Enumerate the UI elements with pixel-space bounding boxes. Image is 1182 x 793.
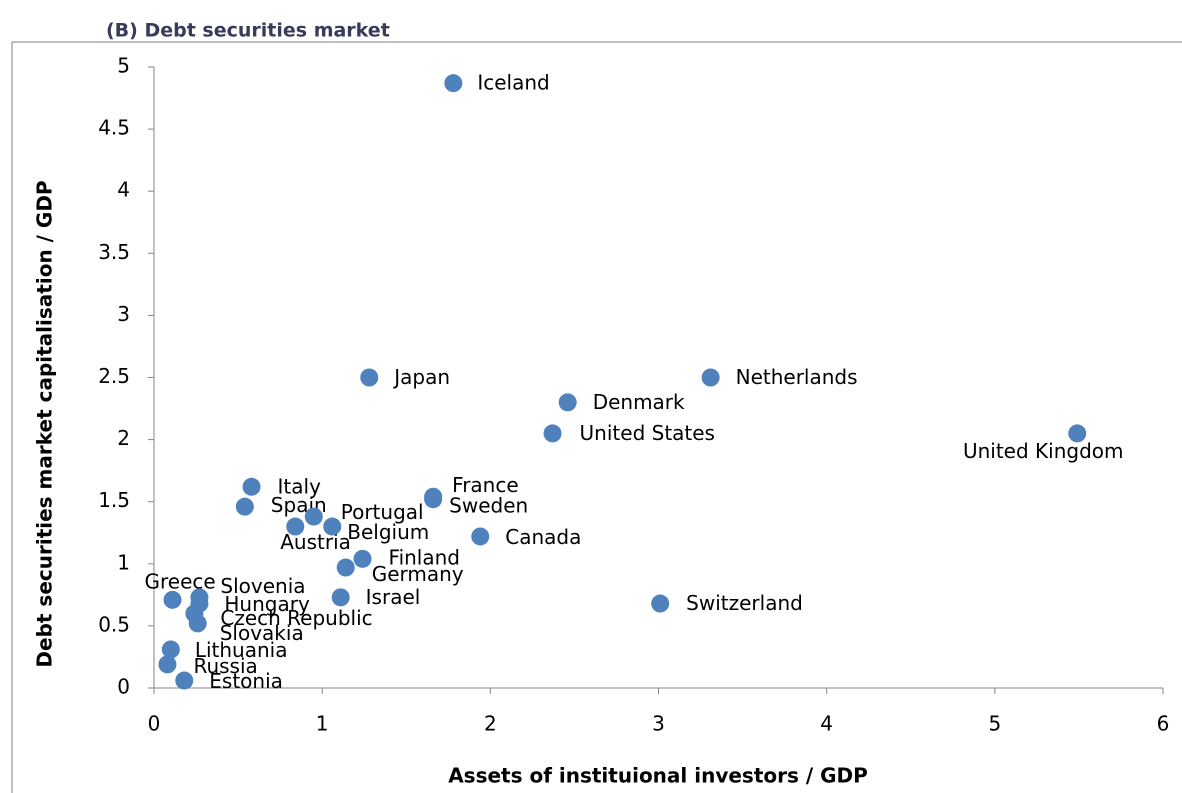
point [242, 477, 261, 496]
point-label: United Kingdom [963, 439, 1124, 463]
point [175, 671, 194, 690]
point [286, 517, 305, 536]
point-label: Finland [389, 545, 460, 569]
y-tick-label: 5 [117, 54, 130, 78]
x-tick-label: 2 [484, 712, 497, 736]
point [1068, 424, 1087, 443]
point-label: France [452, 473, 519, 497]
point-label: Belgium [347, 520, 429, 544]
y-axis-title: Debt securities market capitalisation / … [33, 180, 57, 667]
point [188, 614, 207, 633]
point [323, 517, 342, 536]
point [360, 368, 379, 387]
point [651, 594, 670, 613]
y-tick-label: 2.5 [98, 364, 130, 388]
x-tick-label: 0 [148, 712, 161, 736]
point [235, 497, 254, 516]
point [304, 507, 323, 526]
point-label: Germany [372, 562, 464, 586]
point-label: Lithuania [195, 638, 288, 662]
point [543, 424, 562, 443]
point [336, 558, 355, 577]
y-tick-label: 3 [117, 302, 130, 326]
point-label: Denmark [593, 390, 685, 414]
x-axis-title: Assets of instituional investors / GDP [448, 764, 868, 788]
y-tick-label: 1 [117, 550, 130, 574]
y-tick-label: 0.5 [98, 612, 130, 636]
point-label: Japan [392, 365, 450, 389]
point-label: Sweden [449, 494, 528, 518]
point [158, 655, 177, 674]
point-label: Canada [505, 525, 581, 549]
y-tick-label: 1.5 [98, 488, 130, 512]
x-tick-label: 3 [652, 712, 665, 736]
point [331, 588, 350, 607]
x-tick-label: 5 [988, 712, 1001, 736]
point [424, 490, 443, 509]
point [353, 549, 372, 568]
point-label: Portugal [341, 500, 424, 524]
x-tick-label: 4 [820, 712, 833, 736]
point-label: Slovakia [220, 621, 304, 645]
y-tick-label: 0 [117, 675, 130, 699]
point-label: Austria [280, 530, 351, 554]
y-tick-label: 2 [117, 426, 130, 450]
chart-frame [11, 41, 1182, 793]
point-label: Switzerland [686, 591, 803, 615]
y-tick-label: 4 [117, 178, 130, 202]
x-tick-label: 1 [316, 712, 329, 736]
point [471, 527, 490, 546]
point [163, 590, 182, 609]
point-label: Slovenia [220, 574, 305, 598]
point-label: Czech Republic [220, 606, 372, 630]
point-label: Iceland [477, 71, 549, 95]
point-label: Hungary [224, 592, 310, 616]
point [444, 74, 463, 93]
point-label: Netherlands [736, 365, 858, 389]
point [161, 640, 180, 659]
point-label: Greece [144, 569, 215, 593]
point-label: Estonia [209, 669, 283, 693]
point-label: Israel [366, 585, 421, 609]
point [558, 393, 577, 412]
chart-title: (B) Debt securities market [106, 20, 390, 42]
y-tick-label: 4.5 [98, 116, 130, 140]
x-tick-label: 6 [1157, 712, 1170, 736]
y-tick-label: 3.5 [98, 240, 130, 264]
point-label: Russia [193, 654, 257, 678]
point [701, 368, 720, 387]
point-label: United States [580, 421, 715, 445]
point-label: Italy [278, 474, 322, 498]
